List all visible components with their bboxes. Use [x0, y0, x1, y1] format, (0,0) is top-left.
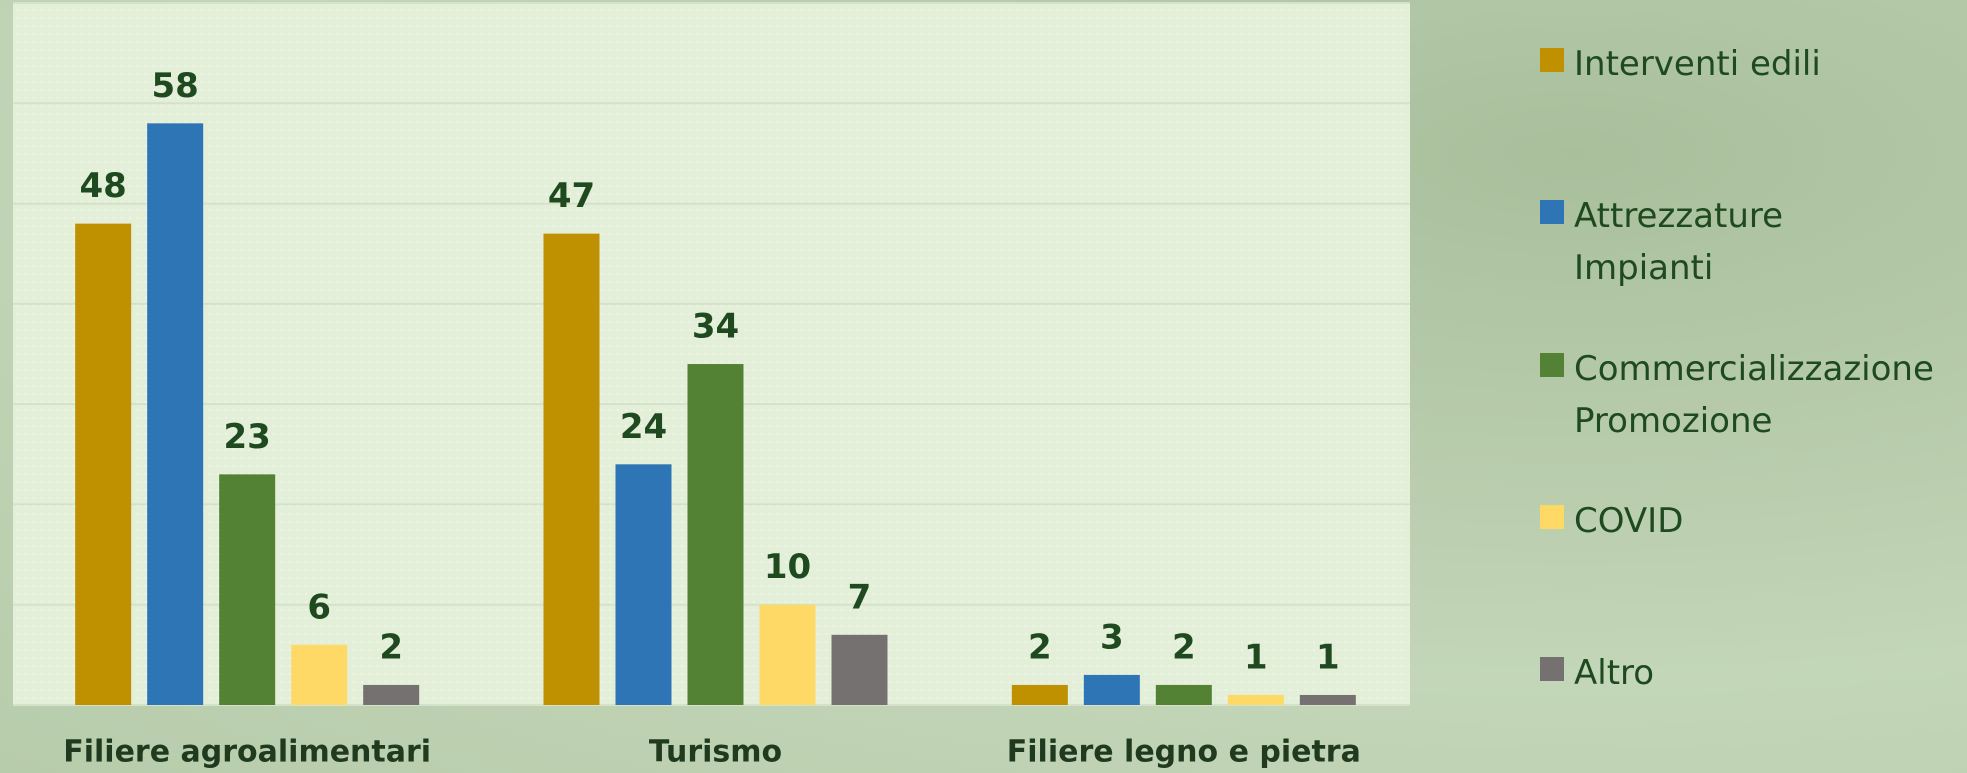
bar — [1155, 684, 1212, 705]
legend-swatch — [1540, 657, 1564, 681]
data-label: 1 — [1244, 637, 1268, 677]
bar — [1299, 694, 1356, 705]
x-tick-label: Filiere legno e pietra — [1007, 735, 1361, 770]
legend-swatch — [1540, 505, 1564, 529]
x-tick-label: Filiere agroalimentari — [63, 735, 431, 770]
bar — [687, 364, 744, 705]
bar — [219, 474, 276, 705]
legend-label: Altro — [1574, 653, 1655, 693]
data-label: 7 — [848, 577, 872, 617]
data-label: 47 — [548, 176, 595, 216]
legend-swatch — [1540, 200, 1564, 224]
bar — [147, 123, 204, 706]
x-tick-label: Turismo — [649, 735, 782, 770]
data-label: 2 — [379, 627, 403, 667]
data-label: 24 — [620, 407, 667, 447]
legend-item: Attrezzature Impianti — [1540, 190, 1804, 294]
bar — [1227, 694, 1284, 705]
legend-swatch — [1540, 48, 1564, 72]
legend-label: COVID — [1574, 501, 1684, 541]
data-label: 58 — [152, 66, 199, 106]
data-label: 34 — [692, 307, 739, 347]
legend-label: Commercializzazione Promozione — [1574, 349, 1934, 441]
bar — [1011, 684, 1068, 705]
data-label: 1 — [1316, 637, 1340, 677]
legend-item: Interventi edili — [1540, 38, 1954, 90]
data-label: 10 — [764, 547, 811, 587]
data-label: 48 — [80, 166, 127, 206]
legend-item: COVID — [1540, 495, 1954, 547]
data-label: 2 — [1028, 627, 1052, 667]
bar — [1083, 674, 1140, 705]
data-label: 2 — [1172, 627, 1196, 667]
bar — [615, 464, 672, 705]
chart: Filiere agroalimentari48582362Turismo472… — [13, 2, 1410, 770]
legend-label: Attrezzature Impianti — [1574, 196, 1784, 288]
bar — [363, 684, 420, 705]
legend-item: Altro — [1540, 647, 1954, 699]
bar — [759, 604, 816, 705]
bar — [543, 233, 600, 705]
data-label: 6 — [307, 587, 331, 627]
data-label: 23 — [224, 417, 271, 457]
data-label: 3 — [1100, 617, 1124, 657]
bar — [291, 644, 348, 705]
bar — [831, 634, 888, 705]
legend-swatch — [1540, 353, 1564, 377]
legend-label: Interventi edili — [1574, 44, 1821, 84]
legend: Interventi edili Attrezzature Impianti Com… — [1540, 0, 1960, 773]
legend-item: Commercializzazione Promozione — [1540, 343, 1934, 447]
bar — [75, 223, 132, 705]
